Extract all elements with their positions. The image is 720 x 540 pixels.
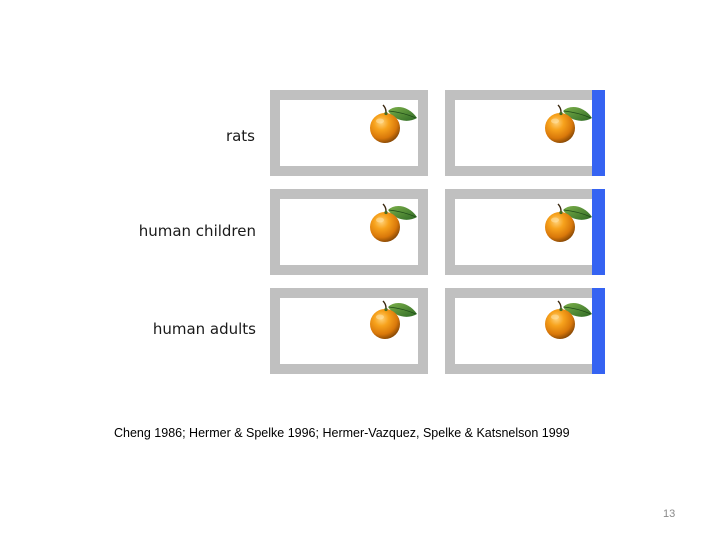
orange-icon bbox=[369, 298, 419, 340]
arena-adults-plain bbox=[270, 288, 428, 374]
blue-wall-landmark bbox=[592, 189, 605, 275]
orange-icon bbox=[544, 201, 594, 243]
row-label-human-adults: human adults bbox=[152, 320, 256, 338]
row-label-human-children: human children bbox=[138, 222, 256, 240]
orange-icon bbox=[544, 102, 594, 144]
blue-wall-landmark bbox=[592, 90, 605, 176]
orange-icon bbox=[544, 298, 594, 340]
arena-children-plain bbox=[270, 189, 428, 275]
orange-icon bbox=[369, 102, 419, 144]
arena-children-landmark bbox=[445, 189, 605, 275]
blue-wall-landmark bbox=[592, 288, 605, 374]
arena-adults-landmark bbox=[445, 288, 605, 374]
arena-rats-plain bbox=[270, 90, 428, 176]
page-number: 13 bbox=[663, 508, 676, 520]
orange-icon bbox=[369, 201, 419, 243]
arena-rats-landmark bbox=[445, 90, 605, 176]
row-label-rats: rats bbox=[225, 127, 255, 145]
citation: Cheng 1986; Hermer & Spelke 1996; Hermer… bbox=[114, 426, 570, 440]
